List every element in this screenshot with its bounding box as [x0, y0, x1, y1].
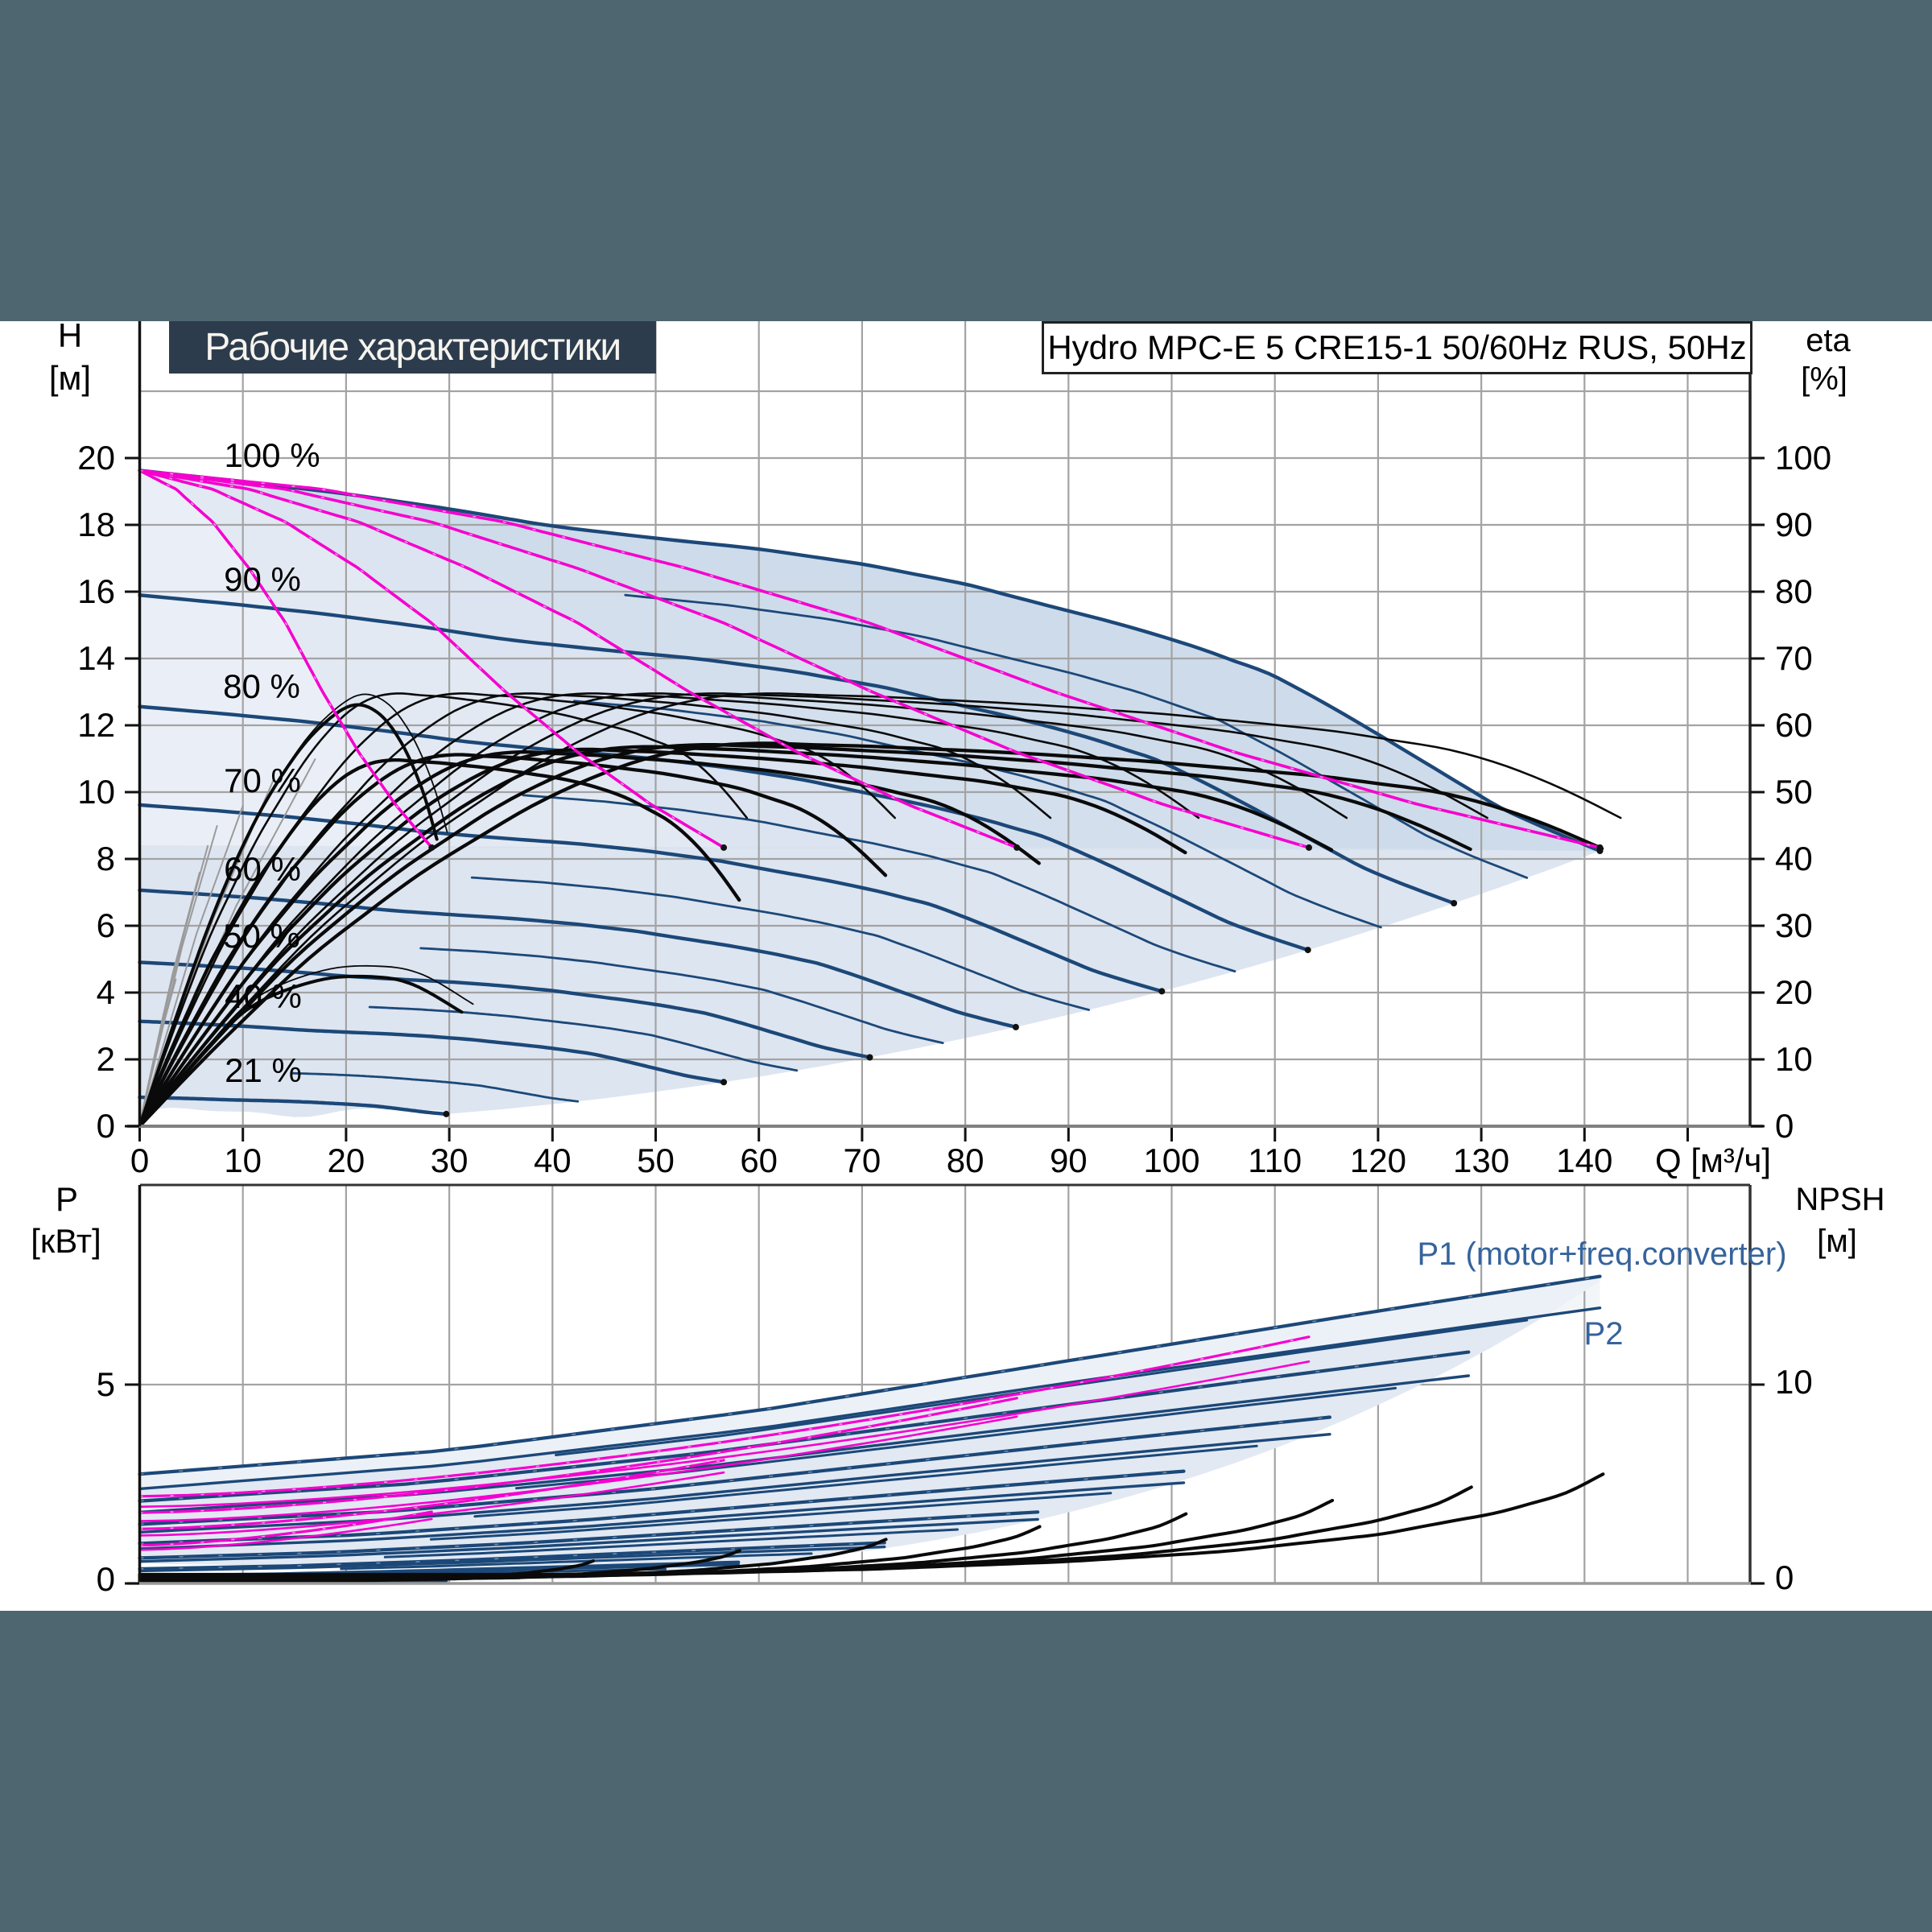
svg-text:100: 100	[1143, 1141, 1199, 1179]
svg-text:50 %: 50 %	[223, 917, 300, 955]
svg-text:P2: P2	[1584, 1316, 1624, 1352]
svg-text:10: 10	[1775, 1363, 1813, 1401]
svg-text:80 %: 80 %	[223, 667, 300, 705]
svg-text:20: 20	[328, 1141, 365, 1179]
svg-text:12: 12	[77, 706, 115, 744]
svg-text:90 %: 90 %	[224, 560, 301, 598]
svg-text:60: 60	[740, 1141, 778, 1179]
svg-text:H: H	[58, 316, 82, 354]
svg-text:P: P	[56, 1180, 78, 1218]
svg-text:8: 8	[97, 840, 115, 877]
svg-text:50: 50	[637, 1141, 675, 1179]
svg-text:80: 80	[1775, 572, 1813, 610]
svg-text:140: 140	[1556, 1141, 1612, 1179]
svg-text:0: 0	[130, 1141, 149, 1179]
svg-text:NPSH: NPSH	[1795, 1182, 1885, 1217]
svg-text:16: 16	[77, 572, 115, 610]
svg-text:90: 90	[1775, 506, 1813, 543]
svg-text:6: 6	[97, 906, 115, 944]
svg-text:110: 110	[1248, 1141, 1302, 1179]
svg-text:40: 40	[1775, 840, 1813, 877]
svg-text:100: 100	[1775, 439, 1831, 477]
svg-text:60: 60	[1775, 706, 1813, 744]
svg-text:10: 10	[1775, 1040, 1813, 1078]
svg-text:2: 2	[97, 1040, 115, 1078]
svg-text:100 %: 100 %	[224, 436, 320, 474]
svg-text:70 %: 70 %	[224, 762, 301, 799]
svg-text:50: 50	[1775, 773, 1813, 811]
svg-text:4: 4	[97, 973, 115, 1011]
svg-text:0: 0	[97, 1107, 115, 1145]
svg-text:[м]: [м]	[1817, 1224, 1857, 1259]
svg-text:60 %: 60 %	[224, 850, 301, 888]
svg-text:P1 (motor+freq.converter): P1 (motor+freq.converter)	[1417, 1236, 1786, 1272]
svg-text:90: 90	[1050, 1141, 1088, 1179]
svg-text:5: 5	[97, 1365, 115, 1403]
svg-text:0: 0	[97, 1560, 115, 1598]
svg-text:21 %: 21 %	[225, 1051, 302, 1089]
svg-text:14: 14	[77, 639, 115, 677]
svg-text:18: 18	[77, 506, 115, 543]
svg-text:10: 10	[77, 773, 115, 811]
svg-text:70: 70	[844, 1141, 881, 1179]
svg-text:20: 20	[77, 439, 115, 477]
svg-text:40 %: 40 %	[225, 977, 302, 1015]
svg-text:Q [м³/ч]: Q [м³/ч]	[1655, 1141, 1771, 1179]
svg-text:40: 40	[534, 1141, 572, 1179]
svg-text:0: 0	[1775, 1107, 1794, 1145]
svg-text:30: 30	[431, 1141, 469, 1179]
svg-text:70: 70	[1775, 639, 1813, 677]
svg-text:20: 20	[1775, 973, 1813, 1011]
svg-text:[м]: [м]	[49, 359, 91, 397]
svg-text:130: 130	[1453, 1141, 1509, 1179]
svg-text:[%]: [%]	[1801, 361, 1847, 397]
svg-text:10: 10	[224, 1141, 262, 1179]
svg-text:120: 120	[1350, 1141, 1406, 1179]
svg-text:0: 0	[1775, 1558, 1794, 1596]
svg-text:eta: eta	[1806, 323, 1851, 358]
svg-text:80: 80	[947, 1141, 985, 1179]
svg-text:[кВт]: [кВт]	[31, 1222, 101, 1260]
svg-text:30: 30	[1775, 906, 1813, 944]
